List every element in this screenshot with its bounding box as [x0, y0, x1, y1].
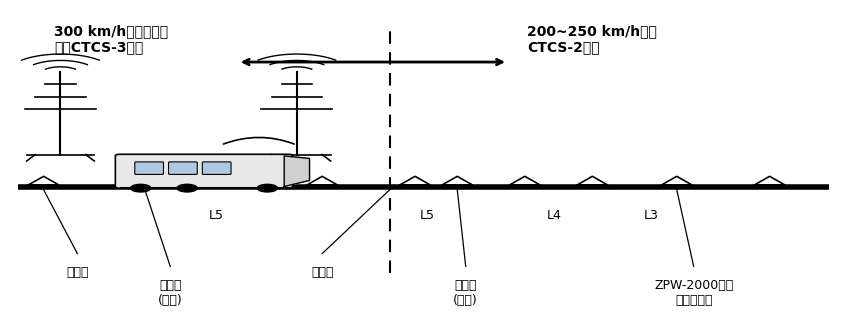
- Circle shape: [257, 184, 278, 192]
- Circle shape: [177, 184, 197, 192]
- FancyBboxPatch shape: [169, 162, 197, 175]
- Text: L5: L5: [420, 209, 435, 222]
- Text: 200~250 km/h铁路
CTCS-2区域: 200~250 km/h铁路 CTCS-2区域: [528, 24, 657, 54]
- Text: 预告点
(正向): 预告点 (正向): [158, 279, 183, 307]
- FancyBboxPatch shape: [115, 154, 293, 188]
- Polygon shape: [285, 156, 309, 186]
- Text: 300 km/h及以上客运
专线CTCS-3区域: 300 km/h及以上客运 专线CTCS-3区域: [54, 24, 169, 54]
- Circle shape: [130, 184, 151, 192]
- FancyBboxPatch shape: [202, 162, 231, 175]
- Text: 预告点
(反向): 预告点 (反向): [453, 279, 478, 307]
- Text: L5: L5: [209, 209, 224, 222]
- Text: L3: L3: [644, 209, 659, 222]
- Text: L4: L4: [547, 209, 562, 222]
- Text: 应答器: 应答器: [66, 266, 89, 279]
- Text: 执行点: 执行点: [311, 266, 334, 279]
- FancyBboxPatch shape: [135, 162, 163, 175]
- Text: ZPW-2000轨道
电路信息码: ZPW-2000轨道 电路信息码: [654, 279, 734, 307]
